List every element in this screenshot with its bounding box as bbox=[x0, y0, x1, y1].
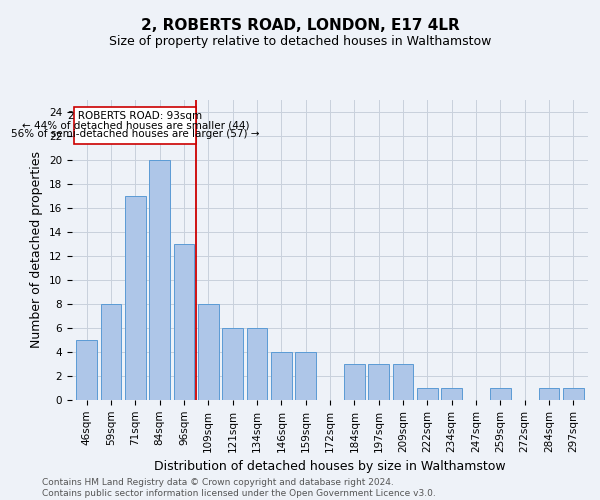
Text: Size of property relative to detached houses in Walthamstow: Size of property relative to detached ho… bbox=[109, 35, 491, 48]
Bar bbox=[173, 244, 194, 400]
Bar bbox=[295, 352, 316, 400]
Bar bbox=[247, 328, 268, 400]
Bar bbox=[344, 364, 365, 400]
Bar bbox=[417, 388, 438, 400]
Text: Contains HM Land Registry data © Crown copyright and database right 2024.
Contai: Contains HM Land Registry data © Crown c… bbox=[42, 478, 436, 498]
Bar bbox=[271, 352, 292, 400]
Bar bbox=[198, 304, 218, 400]
Y-axis label: Number of detached properties: Number of detached properties bbox=[31, 152, 43, 348]
Text: 2, ROBERTS ROAD, LONDON, E17 4LR: 2, ROBERTS ROAD, LONDON, E17 4LR bbox=[140, 18, 460, 32]
Bar bbox=[392, 364, 413, 400]
Bar bbox=[539, 388, 559, 400]
Bar bbox=[76, 340, 97, 400]
Bar bbox=[490, 388, 511, 400]
X-axis label: Distribution of detached houses by size in Walthamstow: Distribution of detached houses by size … bbox=[154, 460, 506, 473]
Bar bbox=[125, 196, 146, 400]
Text: ← 44% of detached houses are smaller (44): ← 44% of detached houses are smaller (44… bbox=[22, 120, 249, 130]
Bar bbox=[149, 160, 170, 400]
FancyBboxPatch shape bbox=[74, 107, 196, 144]
Bar bbox=[222, 328, 243, 400]
Bar bbox=[101, 304, 121, 400]
Bar bbox=[368, 364, 389, 400]
Text: 56% of semi-detached houses are larger (57) →: 56% of semi-detached houses are larger (… bbox=[11, 130, 260, 140]
Bar bbox=[442, 388, 462, 400]
Text: 2 ROBERTS ROAD: 93sqm: 2 ROBERTS ROAD: 93sqm bbox=[68, 112, 202, 122]
Bar bbox=[563, 388, 584, 400]
